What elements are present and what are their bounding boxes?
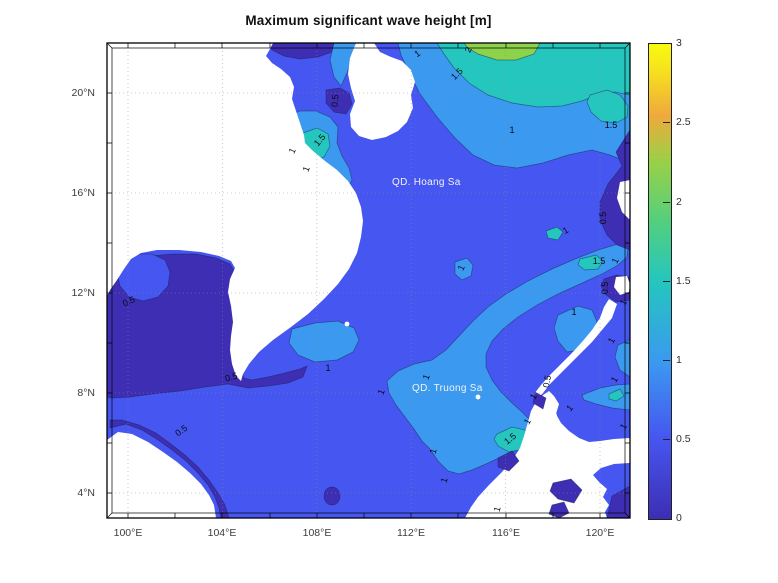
- contour-label: 1: [609, 375, 620, 384]
- contour-label: 1: [287, 146, 298, 155]
- contour-label: 1: [492, 506, 503, 513]
- contour-label: 1: [325, 363, 330, 373]
- sea-palawan-tip-band-0-05: [532, 391, 547, 410]
- sea-borneo-coast-band-0-05-c: [548, 501, 570, 518]
- sea-corner-band-0-05: [606, 485, 630, 518]
- place-label-truong-sa: QD. Truong Sa: [412, 383, 483, 394]
- contour-label: 0.5: [600, 282, 610, 295]
- contour-label: 1: [412, 48, 422, 59]
- sea-small-blob-band-1-15: [454, 257, 474, 281]
- colorbar-tick: [663, 281, 670, 282]
- contour-label: 0.5: [329, 94, 340, 107]
- sea-northeast-blob-band-15-2: [586, 89, 629, 124]
- colorbar-tick-label: 2.5: [676, 116, 691, 128]
- colorbar-tick-label: 1.5: [676, 275, 691, 287]
- contour-label: 1: [428, 448, 439, 455]
- colorbar-tick-label: 0.5: [676, 433, 691, 445]
- sea-tonkin-hainan-band-0-05: [325, 87, 353, 115]
- islet-marker: [475, 394, 481, 400]
- x-tick-label: 108°E: [302, 527, 332, 539]
- y-tick-label: 8°N: [77, 387, 95, 399]
- wave-height-field: [107, 43, 630, 518]
- plot-frame: [106, 42, 631, 519]
- sea-north-band-2-25: [463, 43, 541, 61]
- contour-label: 1: [606, 336, 617, 345]
- sea-borneo-coast-band-0-05-b: [549, 478, 583, 504]
- sea-gulf-patch-band-05-1: [116, 253, 171, 302]
- contour-label: 1: [610, 256, 621, 265]
- land-borneo: [465, 391, 630, 518]
- islet-marker: [344, 321, 350, 327]
- colorbar-tick-label: 3: [676, 37, 682, 49]
- sea-north-band-15-2: [436, 43, 630, 108]
- land-indochina-china: [107, 43, 363, 381]
- land-hainan: [348, 43, 415, 140]
- land-malay-peninsula: [107, 432, 216, 518]
- sea-vietnam-coast-band-1-15: [288, 320, 360, 363]
- x-tick-label: 100°E: [113, 527, 143, 539]
- contour-label: 1: [456, 263, 467, 272]
- sea-tiny-band-15-2: [545, 226, 564, 241]
- sea-malay-coast-band-0-05: [109, 419, 230, 518]
- y-tick-label: 12°N: [71, 287, 95, 299]
- chart-title: Maximum significant wave height [m]: [245, 13, 492, 28]
- sea-borneo-coast-band-0-05-a: [497, 450, 520, 472]
- y-tick-label: 4°N: [77, 487, 95, 499]
- x-tick-label: 112°E: [397, 527, 425, 539]
- island-small: [545, 411, 557, 421]
- colorbar-tick: [663, 202, 670, 203]
- contour-label: 2: [463, 45, 474, 54]
- contour-label: 1: [561, 225, 570, 236]
- islet-marker: [350, 201, 356, 207]
- colorbar-tick-label: 1: [676, 354, 682, 366]
- island-palawan: [534, 299, 617, 399]
- colorbar-tick: [663, 122, 670, 123]
- contour-label: 1: [509, 125, 514, 135]
- island-mindoro: [614, 276, 630, 295]
- place-label-hoang-sa: QD. Hoang Sa: [392, 177, 461, 188]
- contour-label: 1: [571, 307, 576, 317]
- contour-label: 0.5: [121, 294, 137, 308]
- y-tick-label: 16°N: [71, 187, 95, 199]
- sea-central-band-1-15: [386, 243, 629, 475]
- contour-label: 1: [301, 165, 312, 173]
- contour-label: 1: [439, 477, 450, 484]
- contour-label: 1.5: [605, 120, 618, 130]
- contour-label: 1: [421, 373, 432, 381]
- contour-label: 1.5: [593, 256, 606, 266]
- colorbar-tick: [663, 360, 670, 361]
- colorbar-tick-label: 0: [676, 512, 682, 524]
- x-tick-label: 104°E: [207, 527, 237, 539]
- y-tick-label: 20°N: [71, 87, 95, 99]
- contour-label: 1: [376, 388, 387, 396]
- x-tick-label: 120°E: [585, 527, 615, 539]
- contour-label: 0.5: [541, 374, 553, 388]
- contour-label: 0.5: [598, 212, 608, 225]
- contour-label: 1: [618, 298, 629, 307]
- x-tick-label: 116°E: [492, 527, 520, 539]
- contour-label: 1: [528, 392, 539, 401]
- sea-truongsa-band-15-2: [577, 254, 604, 271]
- island-luzon-coast: [617, 180, 630, 220]
- contour-label: 1: [618, 422, 629, 431]
- colorbar-tick-label: 2: [676, 196, 682, 208]
- colorbar-tick: [663, 439, 670, 440]
- contour-label: 1: [522, 417, 533, 426]
- contour-label: 1: [564, 403, 575, 413]
- sea-south-dot-band-0-05: [323, 486, 341, 506]
- sea-sulu-sliver-band-15-2: [608, 388, 625, 402]
- contour-label: 0.5: [224, 371, 239, 384]
